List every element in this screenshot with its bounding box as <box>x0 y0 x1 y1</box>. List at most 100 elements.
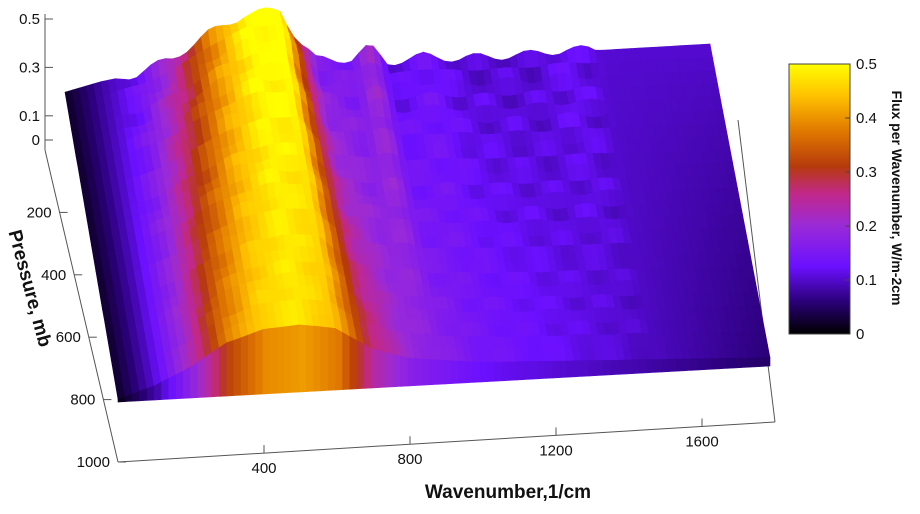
surface-front-cell <box>479 361 488 383</box>
y-tick-label: 400 <box>41 267 66 284</box>
colorbar-title: Flux per Wavenumber, W/m-2cm <box>889 91 905 306</box>
x-tick-labels: 400 800 1200 1600 <box>251 418 719 477</box>
surface-front-cell <box>342 332 351 390</box>
colorbar-tick-label: 0.2 <box>856 218 877 235</box>
surface-front-cell <box>639 359 648 374</box>
surface-front-cell <box>255 329 264 395</box>
colorbar-tick-label: 0.3 <box>856 164 877 181</box>
surface-front-cell <box>653 359 662 373</box>
surface-front-cell <box>291 324 300 393</box>
surface-front-cell <box>298 324 307 393</box>
surface-front-cell <box>226 339 235 397</box>
surface-front-cell <box>197 356 206 398</box>
surface-front-cell <box>530 360 539 380</box>
surface-front-cell <box>385 352 394 388</box>
surface-front-cell <box>407 357 416 387</box>
surface-front-cell <box>660 358 669 373</box>
surface-front-cell <box>624 359 633 375</box>
surface-front-cell <box>233 337 242 396</box>
colorbar-tick-label: 0 <box>856 326 864 343</box>
surface-front-cell <box>508 361 517 381</box>
z-tick-label: 0.3 <box>19 59 40 76</box>
surface-front-cell <box>472 361 481 383</box>
surface-front-cell <box>378 350 387 388</box>
surface-front-cell <box>320 326 329 392</box>
y-tick-label: 200 <box>27 204 52 221</box>
z-tick-label: 0.1 <box>19 108 40 125</box>
z-tick-labels: 0 0.1 0.3 0.5 <box>19 11 53 149</box>
surface-front-cell <box>726 357 735 369</box>
surface-front-cell <box>458 360 467 384</box>
surface-front-cell <box>371 348 380 389</box>
surface-front-cell <box>327 327 336 391</box>
surface-front-cell <box>443 359 452 385</box>
surface-front-cell <box>248 331 256 396</box>
surface-front-cell <box>718 357 727 370</box>
surface-front-cell <box>400 355 409 387</box>
surface-front-cell <box>733 357 742 369</box>
surface-front-cell <box>334 327 343 391</box>
surface-front-cell <box>603 360 611 376</box>
surface-front-cell <box>487 361 496 382</box>
y-axis-title: Pressure, mb <box>4 228 55 350</box>
surface-front-cell <box>668 358 677 372</box>
y-tick-label: 1000 <box>77 454 110 471</box>
surface-front-cell <box>617 359 626 375</box>
surface-front-cell <box>646 359 655 374</box>
colorbar-tick-label: 0.4 <box>856 110 877 127</box>
surface-front-cell <box>436 359 445 385</box>
surface-front-cell <box>675 358 684 372</box>
surface-front-cell <box>262 328 271 395</box>
surface-front-cell <box>356 340 365 390</box>
surface-front-cell <box>501 361 510 382</box>
surface-front-cell <box>559 360 568 378</box>
surface-front-cell <box>211 347 220 398</box>
surface-front-cell <box>740 357 749 368</box>
surface-front-cell <box>363 344 372 389</box>
surface-front-cell <box>552 360 561 379</box>
x-tick-label: 400 <box>251 460 276 477</box>
z-tick-label: 0.5 <box>19 11 40 28</box>
surface-front-cell <box>306 325 314 392</box>
surface-front-cell <box>204 351 213 398</box>
x-tick-label: 800 <box>397 451 422 468</box>
x-tick-label: 1600 <box>685 433 718 450</box>
surface-front-cell <box>682 358 691 372</box>
y-tick-label: 600 <box>56 329 81 346</box>
x-axis-line <box>117 421 776 463</box>
surface-front-cell <box>755 357 764 368</box>
surface-front-cell <box>588 360 597 377</box>
y-tick-labels: 200 400 600 800 1000 <box>27 204 126 471</box>
surface-front-cell <box>704 358 713 370</box>
flux-surface <box>64 7 771 403</box>
surface-front-cell <box>429 359 438 386</box>
axes-frame <box>44 14 776 463</box>
surface-front-cell <box>392 354 401 388</box>
surface-front-cell <box>581 360 590 377</box>
surface-front-cell <box>313 325 322 392</box>
surface-front-cell <box>240 334 249 396</box>
surface-front-cell <box>545 360 554 379</box>
colorbar-gradient <box>788 63 851 335</box>
surface-front-cell <box>161 378 169 400</box>
surface-front-cell <box>175 370 184 400</box>
right-depth-line <box>737 119 776 423</box>
surface-front-cell <box>269 327 278 394</box>
surface-front-cell <box>574 360 582 378</box>
surface-front-cell <box>349 336 358 390</box>
colorbar-tick-labels: 0 0.1 0.2 0.3 0.4 0.5 <box>845 56 877 343</box>
surface-front-cell <box>762 357 771 367</box>
surface-front-cell <box>465 361 474 384</box>
colorbar: 0 0.1 0.2 0.3 0.4 0.5 Flux per Wavenumber, W/… <box>788 56 905 343</box>
surface-front-cell <box>516 361 525 381</box>
colorbar-tick-label: 0.5 <box>856 56 877 73</box>
surface-front-cell <box>747 357 756 368</box>
colorbar-tick-label: 0.1 <box>856 272 877 289</box>
surface-front-cell <box>168 374 177 400</box>
surface-front-cell <box>632 359 640 374</box>
y-tick-label: 800 <box>70 392 95 409</box>
surface-front-cell <box>414 358 423 386</box>
surface-front-cell <box>182 366 191 399</box>
surface-front-cell <box>146 385 155 401</box>
